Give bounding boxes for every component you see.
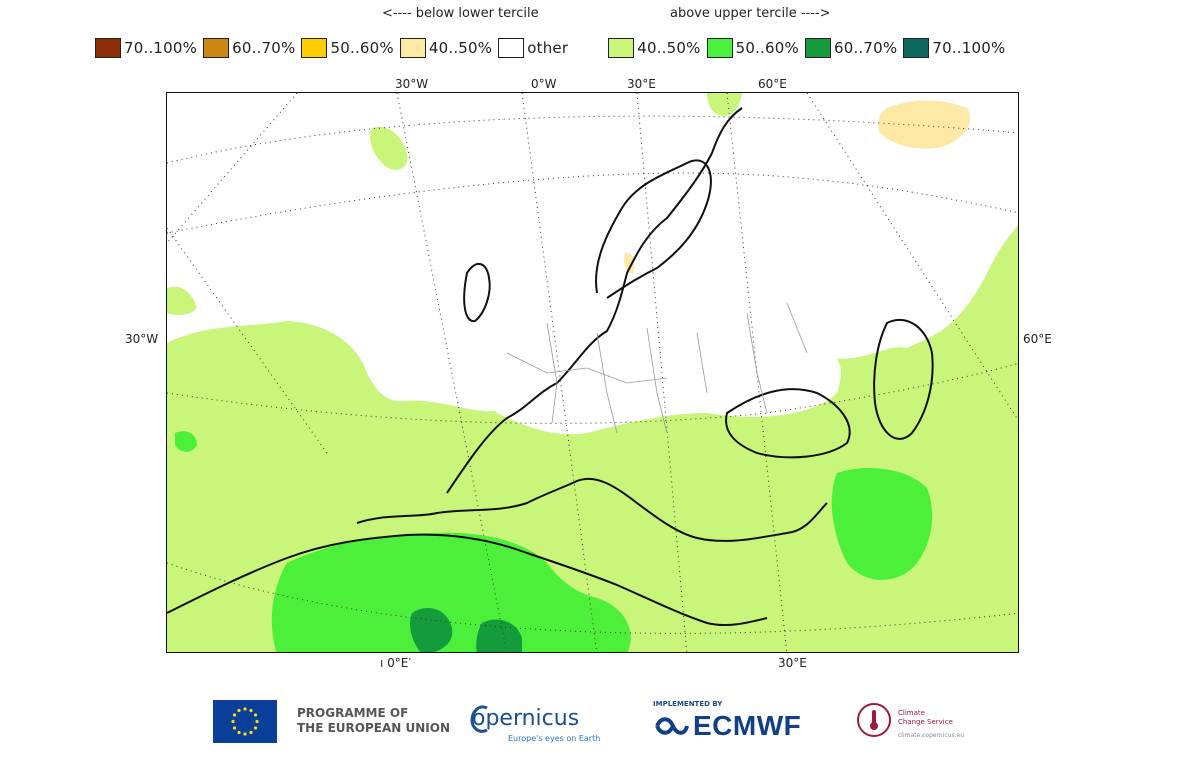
prob-area-light-green xyxy=(370,126,408,170)
legend-label: 60..70% xyxy=(833,39,898,57)
c3s-thermometer-icon xyxy=(857,703,891,737)
map-canvas xyxy=(167,93,1018,652)
graticule-line xyxy=(167,227,328,454)
c3s-line-1: Climate xyxy=(898,709,925,717)
coastline-caspian xyxy=(873,318,934,440)
right-tick-label: 60°E xyxy=(1023,332,1052,346)
eu-line-2: THE EUROPEAN UNION xyxy=(297,721,450,735)
border-line xyxy=(696,332,708,394)
border-line xyxy=(646,327,668,434)
legend-item: 50..60% xyxy=(301,38,394,58)
legend-label: 70..100% xyxy=(124,39,198,57)
ecmwf-mark-icon xyxy=(655,717,689,735)
graticule-line xyxy=(167,115,1018,164)
coastlines xyxy=(167,107,934,627)
legend-item: 60..70% xyxy=(203,38,295,58)
legend-swatch xyxy=(95,38,121,58)
bottom-tick-label: 30°E xyxy=(778,656,807,670)
copernicus-tagline: Europe's eyes on Earth xyxy=(508,734,601,743)
c3s-logo-text: Climate Change Service xyxy=(898,709,953,727)
graticule-line xyxy=(167,93,298,244)
legend-label: 40..50% xyxy=(428,39,493,57)
legend-label: 50..60% xyxy=(735,39,799,57)
coastline-scandinavia xyxy=(595,159,712,299)
graticule-line xyxy=(806,93,1018,421)
border-line xyxy=(596,332,618,434)
legend-swatch xyxy=(399,38,426,58)
country-borders xyxy=(506,302,808,434)
graticule-line xyxy=(167,562,1018,634)
coastline-europe xyxy=(446,107,743,494)
top-tick-label: 30°W xyxy=(395,77,429,91)
copernicus-logo-text: opernicus xyxy=(472,706,580,731)
legend-label: 60..70% xyxy=(232,39,296,57)
legend-swatch xyxy=(706,38,733,58)
legend-swatch xyxy=(804,38,831,58)
legend-swatch xyxy=(301,38,328,58)
legend-label: other xyxy=(527,39,569,57)
legend-swatch xyxy=(498,38,525,58)
eu-flag-logo xyxy=(213,700,277,743)
prob-area-light-green xyxy=(707,93,742,117)
prob-area-beige xyxy=(878,100,971,149)
copernicus-c-icon xyxy=(470,705,488,733)
legend-item: 40..50% xyxy=(608,38,700,58)
prob-area-bright-green xyxy=(271,532,631,652)
graticule xyxy=(167,93,1018,652)
above-tercile-heading: above upper tercile ----> xyxy=(670,6,831,21)
legend-item: other xyxy=(498,38,568,58)
eu-stars-icon xyxy=(231,707,259,736)
prob-area-light-green xyxy=(167,286,197,316)
graticule-line xyxy=(396,93,508,652)
legend-swatch xyxy=(903,38,930,58)
footer-logos: PROGRAMME OF THE EUROPEAN UNION opernicu… xyxy=(0,698,1177,750)
legend-item: 70..100% xyxy=(903,38,1005,58)
below-tercile-heading: <---- below lower tercile xyxy=(382,6,539,21)
prob-area-bright-green xyxy=(175,431,197,452)
coastline-britain xyxy=(463,263,491,323)
top-tick-label: 0°W xyxy=(531,77,557,91)
legend-label: 70..100% xyxy=(932,39,1006,57)
graticule-line xyxy=(726,93,788,652)
legend-label: 40..50% xyxy=(637,39,701,57)
forecast-map[interactable] xyxy=(166,92,1019,653)
c3s-line-2: Change Service xyxy=(898,718,953,726)
coastline-mediterranean xyxy=(356,477,828,542)
border-line xyxy=(786,302,808,354)
prob-area-beige xyxy=(624,252,635,274)
legend-item: 50..60% xyxy=(706,38,799,58)
legend-swatch xyxy=(203,38,230,58)
prob-area-bright-green xyxy=(831,468,933,580)
legend-item: 70..100% xyxy=(95,38,197,58)
coastline-africa xyxy=(167,533,768,627)
top-tick-label: 60°E xyxy=(758,77,787,91)
legend-item: 60..70% xyxy=(804,38,898,58)
ecmwf-implemented-by: IMPLEMENTED BY xyxy=(653,700,723,708)
border-line xyxy=(746,312,768,414)
eu-programme-text: PROGRAMME OF THE EUROPEAN UNION xyxy=(297,706,450,736)
legend-item: 40..50% xyxy=(399,38,493,58)
probability-legend: 70..100% 60..70% 50..60% 40..50% other 4… xyxy=(95,38,1011,58)
border-line xyxy=(506,352,668,384)
coastline-black-sea xyxy=(725,388,851,459)
legend-swatch xyxy=(608,38,635,58)
ecmwf-logo-text: ECMWF xyxy=(693,710,802,741)
top-tick-label: 30°E xyxy=(627,77,656,91)
left-tick-label: 30°W xyxy=(125,332,159,346)
c3s-url: climate.copernicus.eu xyxy=(898,732,965,739)
prob-area-white xyxy=(485,326,841,435)
bottom-tick-label: ı 0°E′ xyxy=(380,656,412,670)
legend-label: 50..60% xyxy=(330,39,394,57)
eu-line-1: PROGRAMME OF xyxy=(297,706,409,720)
border-line xyxy=(546,322,558,424)
